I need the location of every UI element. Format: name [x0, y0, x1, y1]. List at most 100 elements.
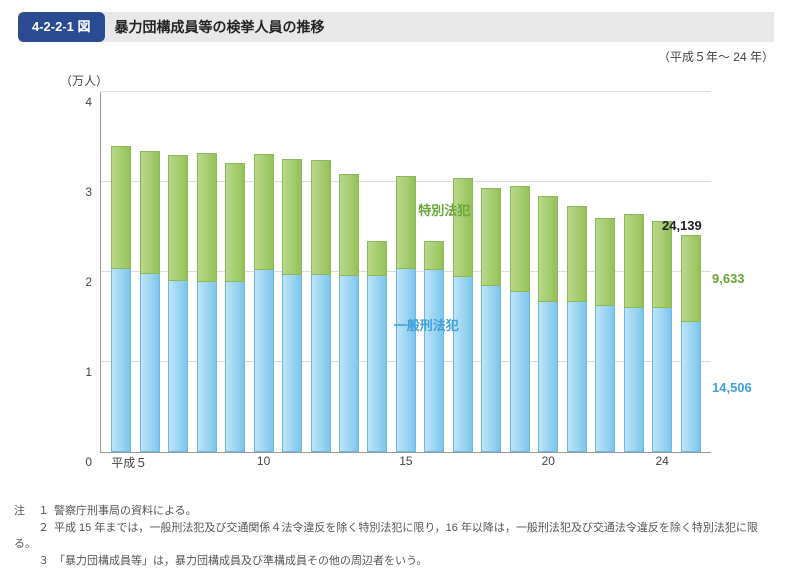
bar-segment-general — [538, 302, 558, 452]
bar — [282, 159, 302, 452]
bar-segment-special — [311, 160, 331, 275]
bar — [140, 151, 160, 452]
bar-segment-special — [254, 154, 274, 270]
footnote-num: ２ — [38, 520, 54, 537]
bar — [111, 146, 131, 452]
bar — [311, 160, 331, 452]
x-tick — [367, 454, 387, 471]
bar-segment-special — [111, 146, 131, 269]
figure-badge: 4-2-2-1 図 — [18, 12, 105, 42]
bar-segment-special — [567, 206, 587, 301]
series-label-special: 特別法犯 — [418, 200, 470, 219]
bar-segment-special — [424, 241, 444, 271]
bar-segment-general — [424, 270, 444, 452]
bar — [339, 174, 359, 452]
y-tick: 3 — [62, 185, 92, 199]
bar — [652, 221, 672, 452]
x-tick — [225, 454, 245, 471]
bar — [424, 241, 444, 452]
bar-segment-special — [538, 196, 558, 301]
title-row: 4-2-2-1 図 暴力団構成員等の検挙人員の推移 — [18, 12, 774, 42]
x-tick — [567, 454, 587, 471]
bar-segment-special — [453, 178, 473, 276]
footnote-2: ２平成 15 年までは，一般刑法犯及び交通関係４法令違反を除く特別法犯に限り，1… — [14, 520, 774, 553]
bar-segment-general — [652, 308, 672, 452]
x-tick — [197, 454, 217, 471]
bar-segment-special — [140, 151, 160, 273]
callout-special: 9,633 — [712, 271, 745, 286]
bar-segment-special — [652, 221, 672, 308]
footnote-text: 「暴力団構成員等」は，暴力団構成員及び準構成員その他の周辺者をいう。 — [54, 555, 427, 567]
bar-segment-general — [624, 308, 644, 452]
bar-segment-general — [681, 322, 701, 453]
y-tick: 1 — [62, 365, 92, 379]
footnote-text: 平成 15 年までは，一般刑法犯及び交通関係４法令違反を除く特別法犯に限り，16… — [14, 522, 758, 551]
y-tick: 2 — [62, 275, 92, 289]
chart: 01234 平成５10152024 特別法犯 一般刑法犯 24,139 9,63… — [50, 92, 710, 472]
x-tick — [481, 454, 501, 471]
x-tick — [624, 454, 644, 471]
bar-segment-special — [168, 155, 188, 281]
footnote-num: １ — [38, 503, 54, 520]
bar-segment-special — [681, 235, 701, 321]
bar-segment-special — [595, 218, 615, 306]
bar — [595, 218, 615, 452]
x-tick — [140, 454, 160, 471]
bar-segment-special — [396, 176, 416, 270]
x-tick — [681, 454, 701, 471]
x-tick — [424, 454, 444, 471]
series-label-general: 一般刑法犯 — [394, 315, 459, 334]
bar — [538, 196, 558, 452]
bar-segment-general — [311, 275, 331, 452]
period-label: （平成５年～ 24 年） — [18, 48, 774, 65]
bars-group — [101, 92, 711, 452]
y-tick: 4 — [62, 95, 92, 109]
bar-segment-special — [282, 159, 302, 275]
x-tick — [311, 454, 331, 471]
x-tick — [595, 454, 615, 471]
bar-segment-general — [595, 306, 615, 452]
bar — [681, 235, 701, 452]
footnote-1: 注１警察庁刑事局の資料による。 — [14, 503, 774, 520]
footnote-lead: 注 — [14, 503, 38, 520]
bar-segment-general — [197, 282, 217, 452]
callout-total: 24,139 — [662, 218, 702, 233]
bar-segment-general — [225, 282, 245, 452]
callout-general: 14,506 — [712, 380, 752, 395]
footnotes: 注１警察庁刑事局の資料による。 ２平成 15 年までは，一般刑法犯及び交通関係４… — [14, 503, 774, 569]
bar — [481, 188, 501, 452]
x-tick — [510, 454, 530, 471]
figure-container: 4-2-2-1 図 暴力団構成員等の検挙人員の推移 （平成５年～ 24 年） （… — [0, 0, 792, 575]
bar — [367, 241, 387, 452]
x-tick: 平成５ — [111, 454, 131, 471]
x-axis-labels: 平成５10152024 — [101, 452, 711, 471]
bar-segment-special — [225, 163, 245, 282]
x-tick — [282, 454, 302, 471]
bar-segment-general — [168, 281, 188, 452]
bar — [396, 176, 416, 452]
bar-segment-general — [510, 292, 530, 452]
bar-segment-special — [367, 241, 387, 276]
bar — [254, 154, 274, 452]
y-tick: 0 — [62, 455, 92, 469]
bar — [510, 186, 530, 452]
bar — [197, 153, 217, 452]
bar-segment-special — [624, 214, 644, 309]
bar-segment-general — [111, 269, 131, 452]
x-tick — [168, 454, 188, 471]
y-axis-unit: （万人） — [60, 72, 108, 89]
bar — [225, 163, 245, 452]
bar-segment-general — [367, 276, 387, 452]
x-tick: 10 — [254, 454, 274, 471]
plot-area: 平成５10152024 特別法犯 一般刑法犯 — [100, 92, 711, 453]
x-tick: 24 — [652, 454, 672, 471]
footnote-num: ３ — [38, 553, 54, 570]
bar — [624, 214, 644, 453]
x-tick: 15 — [396, 454, 416, 471]
bar — [168, 155, 188, 452]
bar-segment-general — [453, 277, 473, 453]
bar-segment-special — [197, 153, 217, 282]
bar-segment-general — [481, 286, 501, 453]
bar — [567, 206, 587, 452]
x-tick — [339, 454, 359, 471]
